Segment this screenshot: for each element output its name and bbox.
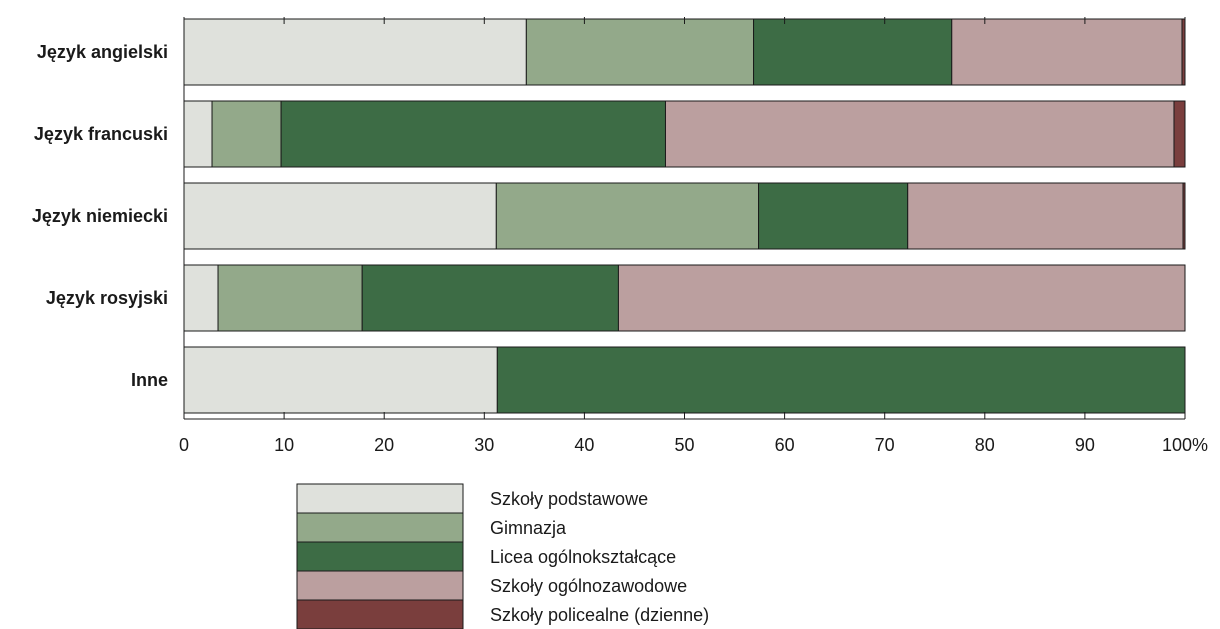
category-label: Inne: [131, 370, 168, 390]
legend-label: Szkoły podstawowe: [490, 489, 648, 509]
bar-segment: [211, 100, 282, 168]
legend-label: Gimnazja: [490, 518, 567, 538]
legend-swatch: [296, 541, 464, 572]
legend-label: Szkoły ogólnozawodowe: [490, 576, 687, 596]
bar-segment: [951, 18, 1183, 86]
category-label: Język rosyjski: [46, 288, 168, 308]
legend: Szkoły podstawowe Gimnazja Licea ogólnoksz…: [296, 483, 709, 629]
legend-label: Szkoły policealne (dzienne): [490, 605, 709, 625]
x-tick-label: 0: [179, 435, 189, 455]
category-label: Język francuski: [34, 124, 168, 144]
bar-segment: [280, 100, 666, 168]
x-tick-label: 40: [574, 435, 594, 455]
legend-swatch: [296, 483, 464, 514]
x-tick-label: 20: [374, 435, 394, 455]
category-label: Język angielski: [37, 42, 168, 62]
x-tick-label: 90: [1075, 435, 1095, 455]
x-tick-label: 80: [975, 435, 995, 455]
bar-segment: [525, 18, 755, 86]
bar-segment: [758, 182, 909, 250]
x-tick-label: 100%: [1162, 435, 1208, 455]
bar-segment: [183, 264, 219, 332]
bar-segment: [217, 264, 363, 332]
x-tick-label: 60: [775, 435, 795, 455]
bar-segment: [664, 100, 1175, 168]
bar-segment: [495, 182, 760, 250]
legend-label: Licea ogólnokształcące: [490, 547, 676, 567]
bar-segment: [183, 100, 213, 168]
bar-segment: [753, 18, 953, 86]
x-axis: 0 10 20 30 40 50 60 70 80 90 100%: [179, 17, 1208, 455]
bar-segment: [183, 182, 497, 250]
bars-group: [183, 18, 1186, 414]
bar-segment: [1173, 100, 1186, 168]
legend-swatch: [296, 599, 464, 629]
legend-swatch: [296, 512, 464, 543]
bar-segment: [496, 346, 1186, 414]
bar-segment: [183, 346, 498, 414]
bar-segment: [617, 264, 1186, 332]
x-tick-label: 10: [274, 435, 294, 455]
x-tick-label: 50: [674, 435, 694, 455]
category-label: Język niemiecki: [32, 206, 168, 226]
category-labels: Język angielski Język francuski Język niem…: [32, 42, 168, 390]
bar-segment: [183, 18, 527, 86]
bar-segment: [1182, 182, 1186, 250]
x-tick-label: 70: [875, 435, 895, 455]
x-tick-label: 30: [474, 435, 494, 455]
bar-segment: [361, 264, 619, 332]
bar-segment: [1181, 18, 1186, 86]
legend-swatch: [296, 570, 464, 601]
bar-segment: [907, 182, 1184, 250]
